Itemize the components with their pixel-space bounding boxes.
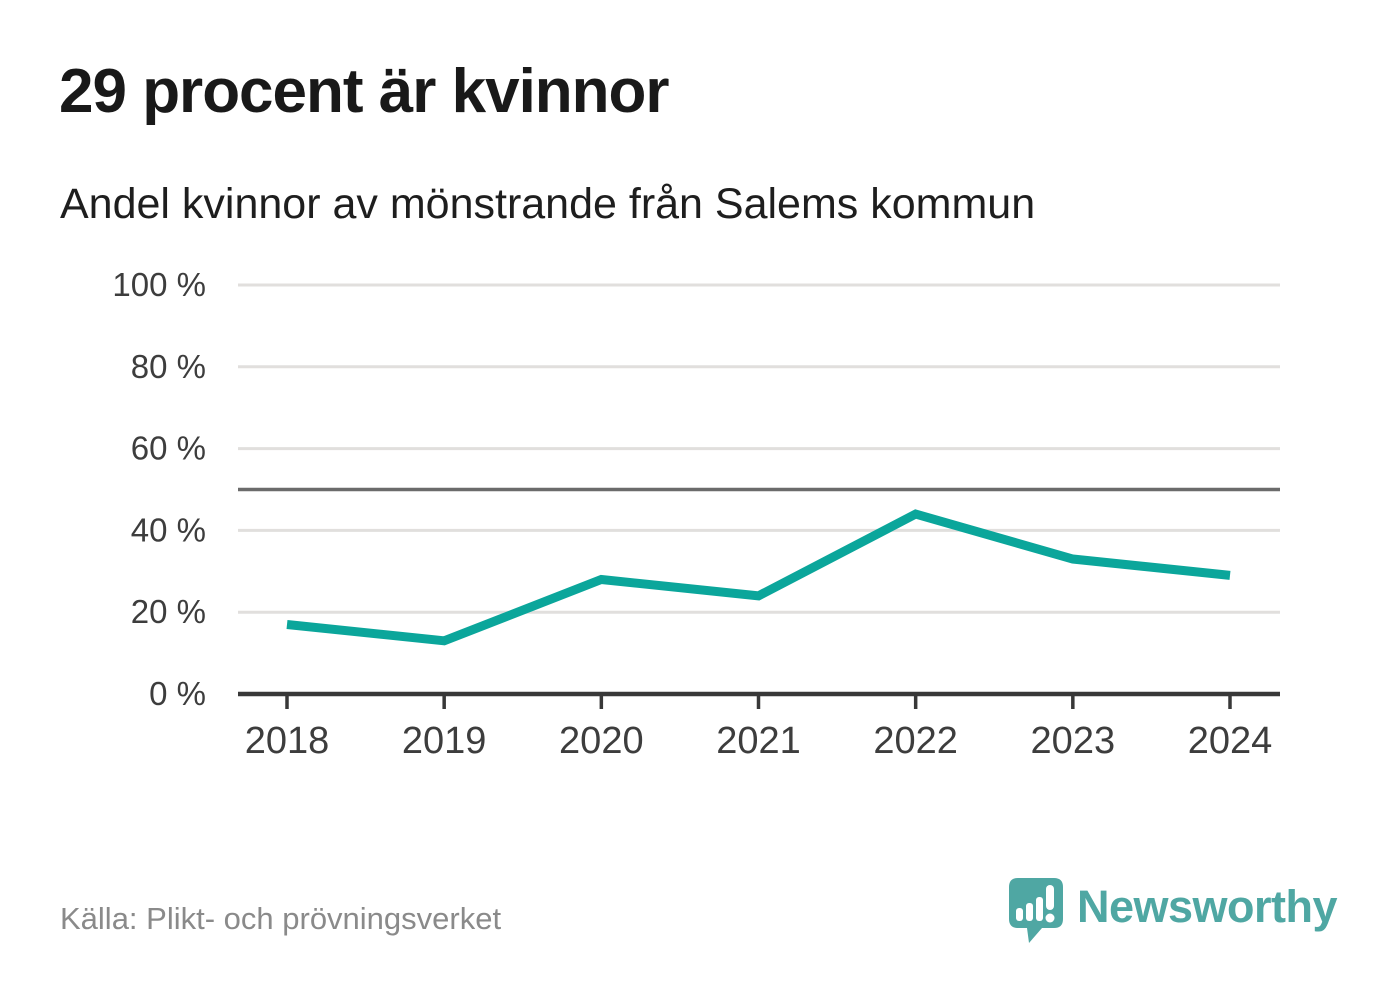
y-axis-tick-label: 20 % <box>131 593 206 630</box>
y-axis-tick-label: 60 % <box>131 430 206 467</box>
x-axis-tick-label: 2018 <box>245 720 330 762</box>
chart-subtitle: Andel kvinnor av mönstrande från Salems … <box>60 180 1036 228</box>
y-axis-tick-label: 100 % <box>112 266 206 303</box>
y-axis-tick-label: 40 % <box>131 511 206 548</box>
x-axis-tick-label: 2022 <box>873 720 958 762</box>
newsworthy-logo: Newsworthy <box>1008 876 1338 946</box>
y-axis-tick-label: 80 % <box>131 348 206 385</box>
x-axis-tick-label: 2019 <box>402 720 487 762</box>
x-axis-tick-label: 2020 <box>559 720 644 762</box>
data-line-andel-kvinnor <box>286 509 1231 646</box>
source-note: Källa: Plikt- och prövningsverket <box>60 901 502 936</box>
x-axis-tick-label: 2023 <box>1031 720 1116 762</box>
page-title: 29 procent är kvinnor <box>59 57 670 126</box>
logo-wordmark: Newsworthy <box>1077 881 1338 932</box>
x-axis-tick-label: 2021 <box>716 720 801 762</box>
x-axis-tick-label: 2024 <box>1188 720 1273 762</box>
y-axis-tick-label: 0 % <box>149 675 206 712</box>
newsworthy-bubble-chart-icon <box>1009 878 1063 943</box>
